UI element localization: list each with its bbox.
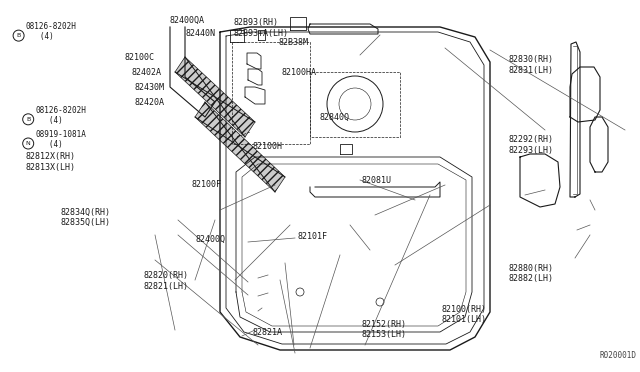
Text: R020001D: R020001D xyxy=(599,351,636,360)
Text: B: B xyxy=(26,117,30,122)
Text: 82292(RH)
82293(LH): 82292(RH) 82293(LH) xyxy=(509,135,554,155)
Text: 82100HA: 82100HA xyxy=(282,68,317,77)
Text: N: N xyxy=(26,141,31,146)
Text: 82152(RH)
82153(LH): 82152(RH) 82153(LH) xyxy=(362,320,406,339)
Text: 08126-8202H
   (4): 08126-8202H (4) xyxy=(26,22,76,41)
Text: 82100(RH)
82101(LH): 82100(RH) 82101(LH) xyxy=(442,305,486,324)
Text: 82101F: 82101F xyxy=(298,232,328,241)
Text: 82400Q: 82400Q xyxy=(195,235,225,244)
Text: 82830(RH)
82831(LH): 82830(RH) 82831(LH) xyxy=(509,55,554,75)
Text: 82840Q: 82840Q xyxy=(320,113,350,122)
Text: 82402A: 82402A xyxy=(131,68,161,77)
Text: 82821A: 82821A xyxy=(253,328,283,337)
Text: 82430M: 82430M xyxy=(134,83,164,92)
Text: 82081U: 82081U xyxy=(362,176,392,185)
Text: 82100C: 82100C xyxy=(125,53,155,62)
Text: 82880(RH)
82882(LH): 82880(RH) 82882(LH) xyxy=(509,264,554,283)
Text: 82834Q(RH)
82835Q(LH): 82834Q(RH) 82835Q(LH) xyxy=(61,208,111,227)
Text: 82100F: 82100F xyxy=(192,180,222,189)
Text: 82440N: 82440N xyxy=(186,29,216,38)
Text: 82B93(RH)
82B93+A(LH): 82B93(RH) 82B93+A(LH) xyxy=(234,18,289,38)
Polygon shape xyxy=(195,102,285,192)
Text: 82B38M: 82B38M xyxy=(278,38,308,47)
Text: B: B xyxy=(17,33,20,38)
Text: 82100H: 82100H xyxy=(253,142,283,151)
Text: 08126-8202H
   (4): 08126-8202H (4) xyxy=(35,106,86,125)
Text: 08919-1081A
   (4): 08919-1081A (4) xyxy=(35,130,86,149)
Text: 82400QA: 82400QA xyxy=(170,16,205,25)
Text: 82820(RH)
82821(LH): 82820(RH) 82821(LH) xyxy=(144,271,189,291)
Text: 82812X(RH)
82813X(LH): 82812X(RH) 82813X(LH) xyxy=(26,152,76,171)
Text: 82420A: 82420A xyxy=(134,98,164,107)
Polygon shape xyxy=(175,57,255,137)
